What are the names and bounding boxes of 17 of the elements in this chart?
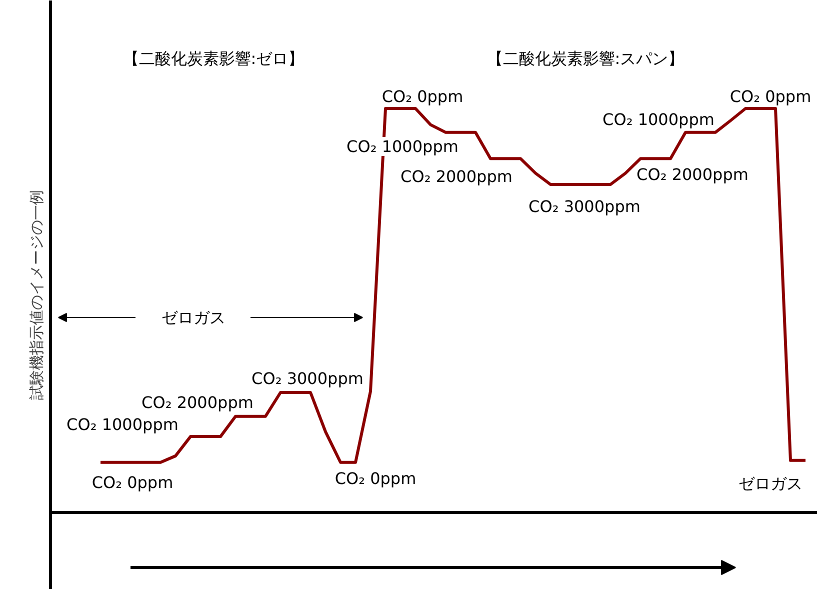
annotation: CO₂ 3000ppm (252, 369, 364, 388)
text: 【二酸化炭素影響:スパン】 (486, 49, 684, 68)
text: 【二酸化炭素影響:ゼロ】 (122, 49, 304, 68)
annotation: CO₂ 2000ppm (400, 167, 512, 186)
annotation: CO₂ 0ppm (334, 469, 416, 488)
annotation: ゼロガス (162, 308, 226, 327)
annotation: CO₂ 1000ppm (66, 415, 178, 434)
annotation: CO₂ 0ppm (92, 473, 174, 492)
annotation: CO₂ 2000ppm (636, 165, 748, 184)
annotation: CO₂ 1000ppm (602, 110, 714, 129)
text: CO₂ 0ppm (382, 87, 464, 106)
annotation: ゼロガス (738, 474, 802, 493)
text: CO₂ 0ppm (730, 87, 812, 106)
y-axis-title: 試験機指示値のイメージの一例 (28, 190, 46, 400)
annotation: CO₂ 3000ppm (528, 197, 640, 216)
annotation: CO₂ 1000ppm (346, 137, 458, 156)
annotation: CO₂ 2000ppm (142, 393, 254, 412)
